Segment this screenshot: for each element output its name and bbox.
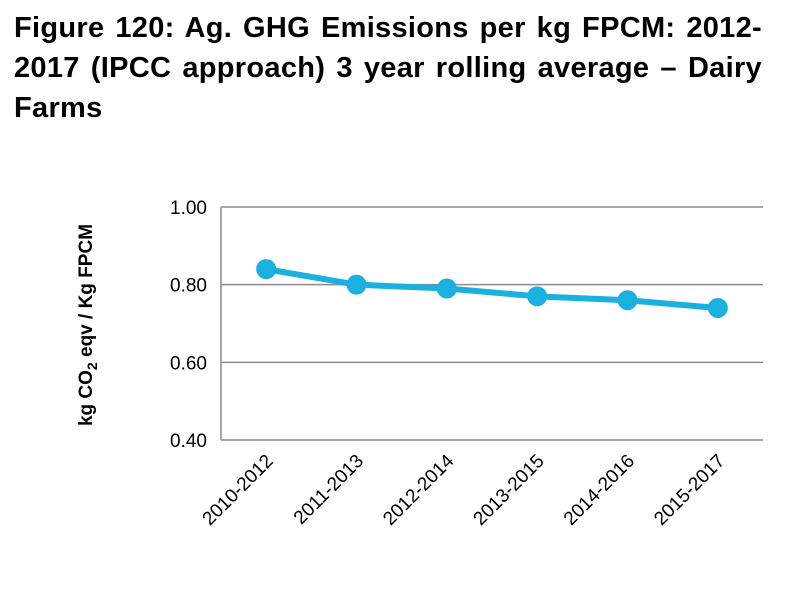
y-tick-label: 0.80 (170, 276, 207, 297)
x-tick-label: 2012-2014 (379, 450, 458, 529)
x-tick-label: 2011-2013 (290, 451, 368, 529)
y-tick-label: 0.60 (170, 353, 207, 374)
data-point (707, 297, 728, 318)
data-point (346, 274, 367, 295)
y-tick-label: 1.00 (170, 198, 207, 219)
data-point (256, 259, 277, 280)
chart-title: Figure 120: Ag. GHG Emissions per kg FPC… (14, 12, 762, 124)
data-point (436, 278, 457, 299)
x-tick-label: 2014-2016 (560, 451, 639, 530)
x-tick-label: 2015-2017 (650, 451, 729, 530)
y-tick-label: 0.40 (170, 431, 207, 452)
x-tick-label: 2013-2015 (470, 451, 549, 530)
series-line (265, 266, 719, 311)
x-tick-label: 2010-2012 (199, 451, 278, 530)
data-point (617, 290, 638, 311)
y-axis-label: kg CO2 eqv / Kg FPCM (76, 224, 100, 426)
data-point (527, 286, 548, 307)
